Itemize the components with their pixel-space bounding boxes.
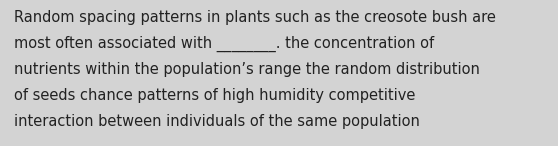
Text: nutrients within the population’s range the random distribution: nutrients within the population’s range … (14, 62, 480, 77)
Text: interaction between individuals of the same population: interaction between individuals of the s… (14, 114, 420, 129)
Text: most often associated with ________. the concentration of: most often associated with ________. the… (14, 36, 434, 52)
Text: Random spacing patterns in plants such as the creosote bush are: Random spacing patterns in plants such a… (14, 10, 496, 25)
Text: of seeds chance patterns of high humidity competitive: of seeds chance patterns of high humidit… (14, 88, 415, 103)
